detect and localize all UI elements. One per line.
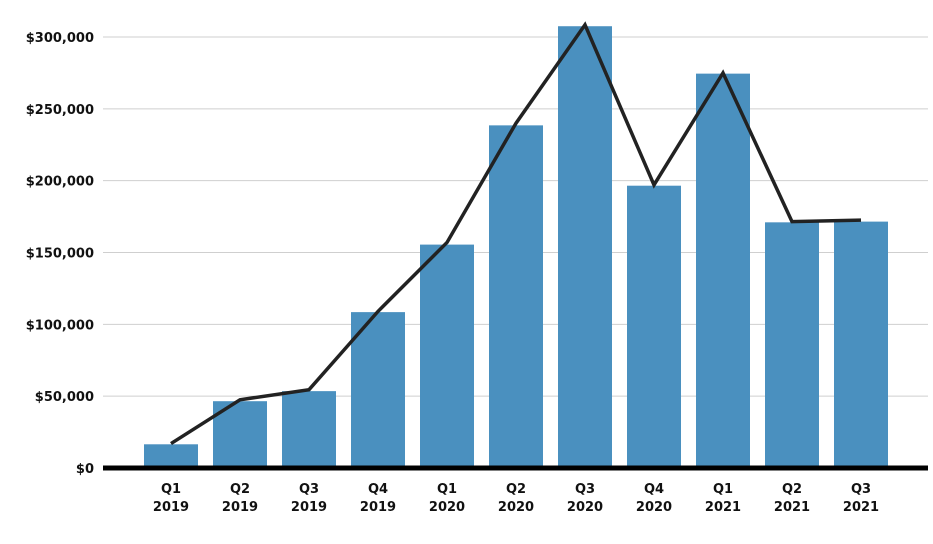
- trend-line-layer: [170, 21, 862, 446]
- bar: [627, 185, 681, 468]
- x-tick-quarter: Q3: [575, 482, 595, 497]
- bar: [834, 221, 888, 468]
- x-tick-quarter: Q4: [368, 482, 388, 497]
- x-tick-quarter: Q2: [782, 482, 802, 497]
- x-tick-quarter: Q4: [644, 482, 664, 497]
- bar: [489, 125, 543, 468]
- bar: [558, 26, 612, 468]
- x-tick-quarter: Q1: [713, 482, 733, 497]
- bar: [282, 391, 336, 468]
- x-tick-label: Q1 2019: [153, 482, 189, 515]
- x-tick-label: Q3 2020: [567, 482, 603, 515]
- x-tick-label: Q4 2020: [636, 482, 672, 515]
- x-tick-label: Q3 2019: [291, 482, 327, 515]
- trend-line: [170, 21, 862, 446]
- x-tick-label: Q1 2021: [705, 482, 741, 515]
- y-axis-ticks: $0 $50,000 $100,000 $150,000 $200,000 $250,00…: [26, 31, 94, 477]
- x-tick-year: 2019: [153, 500, 189, 515]
- bar: [420, 244, 474, 468]
- y-tick-label: $250,000: [26, 103, 94, 118]
- bar: [351, 312, 405, 468]
- x-tick-label: Q2 2020: [498, 482, 534, 515]
- x-tick-year: 2021: [843, 500, 879, 515]
- y-tick-label: $150,000: [26, 247, 94, 262]
- y-tick-label: $50,000: [35, 390, 94, 405]
- x-tick-quarter: Q1: [161, 482, 181, 497]
- x-tick-year: 2019: [360, 500, 396, 515]
- x-tick-label: Q3 2021: [843, 482, 879, 515]
- x-axis-ticks: Q1 2019 Q2 2019 Q3 2019 Q4 2019 Q1 2020 Q2 2020 Q3 20…: [153, 482, 879, 515]
- x-tick-quarter: Q3: [851, 482, 871, 497]
- x-tick-year: 2021: [705, 500, 741, 515]
- x-tick-quarter: Q2: [230, 482, 250, 497]
- x-tick-year: 2020: [429, 500, 465, 515]
- x-tick-label: Q2 2019: [222, 482, 258, 515]
- x-tick-label: Q4 2019: [360, 482, 396, 515]
- x-tick-year: 2019: [222, 500, 258, 515]
- bar: [696, 73, 750, 468]
- y-tick-label: $0: [76, 462, 94, 477]
- x-tick-year: 2020: [498, 500, 534, 515]
- x-tick-year: 2020: [636, 500, 672, 515]
- y-tick-label: $100,000: [26, 318, 94, 333]
- x-tick-quarter: Q3: [299, 482, 319, 497]
- y-tick-label: $200,000: [26, 175, 94, 190]
- bars: [144, 26, 888, 468]
- x-tick-year: 2019: [291, 500, 327, 515]
- y-tick-label: $300,000: [26, 31, 94, 46]
- x-tick-label: Q2 2021: [774, 482, 810, 515]
- x-tick-year: 2020: [567, 500, 603, 515]
- x-tick-label: Q1 2020: [429, 482, 465, 515]
- x-tick-quarter: Q1: [437, 482, 457, 497]
- bar: [765, 222, 819, 468]
- x-tick-year: 2021: [774, 500, 810, 515]
- x-tick-quarter: Q2: [506, 482, 526, 497]
- bar: [144, 444, 198, 468]
